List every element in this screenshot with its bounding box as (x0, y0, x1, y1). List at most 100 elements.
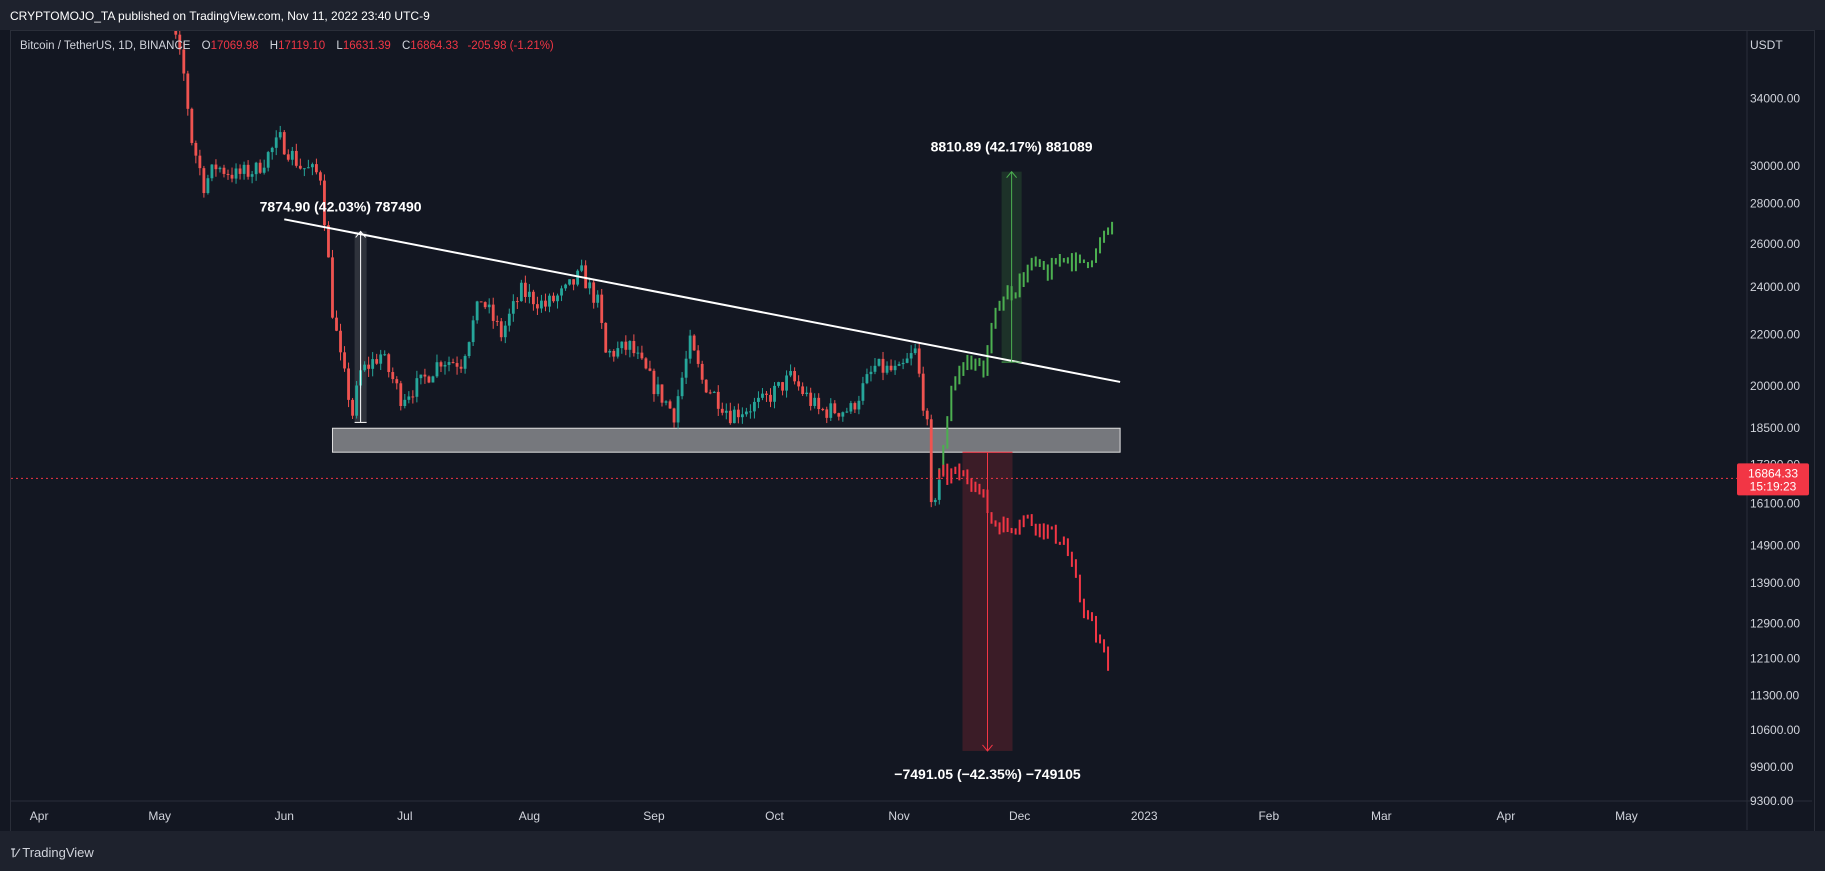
y-tick-label: 24000.00 (1750, 280, 1800, 294)
candle-body (560, 288, 563, 296)
candle-body (343, 352, 346, 369)
candle-body (431, 376, 435, 383)
candle-body (290, 150, 294, 160)
candle-body (652, 370, 656, 395)
candle-body (234, 168, 238, 179)
candle-body (596, 294, 600, 303)
y-tick-label: 12900.00 (1750, 617, 1800, 631)
candle-body (624, 341, 628, 350)
candle-body (190, 108, 194, 143)
candle-body (459, 366, 463, 369)
candle-body (845, 411, 849, 413)
candle-body (572, 279, 575, 285)
candle-body (499, 321, 503, 338)
candle-body (648, 368, 652, 371)
symbol-label: Bitcoin / TetherUS, 1D, BINANCE (20, 40, 191, 52)
candle-body (921, 373, 925, 411)
candle-body (230, 174, 234, 179)
candle-body (708, 392, 712, 394)
candle-body (688, 335, 692, 359)
candle-body (146, 17, 149, 27)
candle-body (483, 302, 487, 308)
x-tick-label: Dec (1009, 809, 1030, 823)
x-tick-label: May (148, 809, 171, 823)
candle-body (644, 358, 648, 369)
candle-body (893, 365, 897, 371)
support-zone (331, 427, 1121, 453)
candle-body (491, 304, 495, 321)
candle-body (315, 164, 318, 173)
candle-body (580, 265, 584, 271)
candle-body (744, 411, 748, 415)
candle-body (692, 335, 696, 351)
y-tick-label: 10600.00 (1750, 723, 1800, 737)
last-price-value: 16864.33 (1748, 466, 1798, 480)
candle-body (809, 392, 813, 406)
legend: Bitcoin / TetherUS, 1D, BINANCE O17069.9… (20, 40, 554, 52)
x-tick-label: Apr (1497, 809, 1516, 823)
y-tick-label: 34000.00 (1750, 91, 1800, 105)
candle-body (154, 23, 157, 24)
candle-body (447, 362, 451, 365)
price-axis-ticks: 34000.00 30000.00 28000.00 26000.00 24000.00… (1750, 91, 1800, 808)
candle-body (519, 282, 523, 302)
x-tick-label: Jul (397, 809, 412, 823)
y-tick-label: 14900.00 (1750, 539, 1800, 553)
candle-body (873, 365, 877, 372)
measure-arrowhead (982, 744, 993, 752)
candle-body (387, 354, 391, 373)
candle-body (696, 350, 700, 364)
candle-body (897, 364, 901, 366)
candle-body (552, 295, 555, 302)
candle-body (218, 167, 222, 170)
candle-body (765, 393, 768, 395)
open-value: 17069.98 (210, 40, 259, 52)
candle-body (302, 168, 306, 170)
candle-body (262, 167, 266, 173)
candle-body (865, 374, 869, 384)
candle-body (319, 172, 322, 181)
candle-body (419, 374, 423, 379)
y-tick-label: 28000.00 (1750, 197, 1800, 211)
candle-body (740, 414, 744, 418)
tradingview-brand: TradingView (22, 845, 94, 860)
candle-body (503, 325, 507, 338)
candle-body (917, 348, 921, 374)
y-tick-label: 18500.00 (1750, 421, 1800, 435)
support-zone-layer (331, 427, 1121, 453)
candle-body (166, 16, 169, 19)
candle-body (716, 391, 720, 409)
candle-body (640, 352, 644, 359)
candle-body (929, 419, 933, 503)
candle-body (150, 24, 153, 27)
measure-arrowhead (1006, 170, 1017, 178)
tradingview-logo[interactable]: ⊺∕ TradingView (10, 845, 94, 860)
x-tick-label: Nov (888, 809, 909, 823)
candle-body (351, 399, 354, 416)
candle-body (829, 403, 833, 418)
candle-body (704, 379, 708, 393)
high-label: H (269, 40, 279, 52)
candle-body (339, 330, 342, 353)
candle-body (170, 19, 173, 21)
candle-body (455, 363, 459, 367)
candle-body (616, 348, 620, 357)
candle-body (214, 164, 218, 170)
candle-body (306, 167, 310, 169)
candle-body (680, 377, 684, 397)
candle-body (656, 384, 660, 395)
candle-body (471, 320, 475, 343)
candle-body (266, 152, 270, 168)
candle-body (515, 301, 519, 303)
candle-body (178, 34, 182, 50)
candle-body (202, 168, 206, 194)
candle-body (282, 132, 286, 155)
candle-body (511, 301, 515, 314)
x-tick-label: Jun (275, 809, 294, 823)
candle-body (395, 379, 399, 384)
tradingview-icon: ⊺∕ (10, 845, 19, 860)
candle-body (270, 147, 274, 153)
measurement-backgrounds (354, 171, 1022, 751)
candle-body (435, 362, 439, 377)
